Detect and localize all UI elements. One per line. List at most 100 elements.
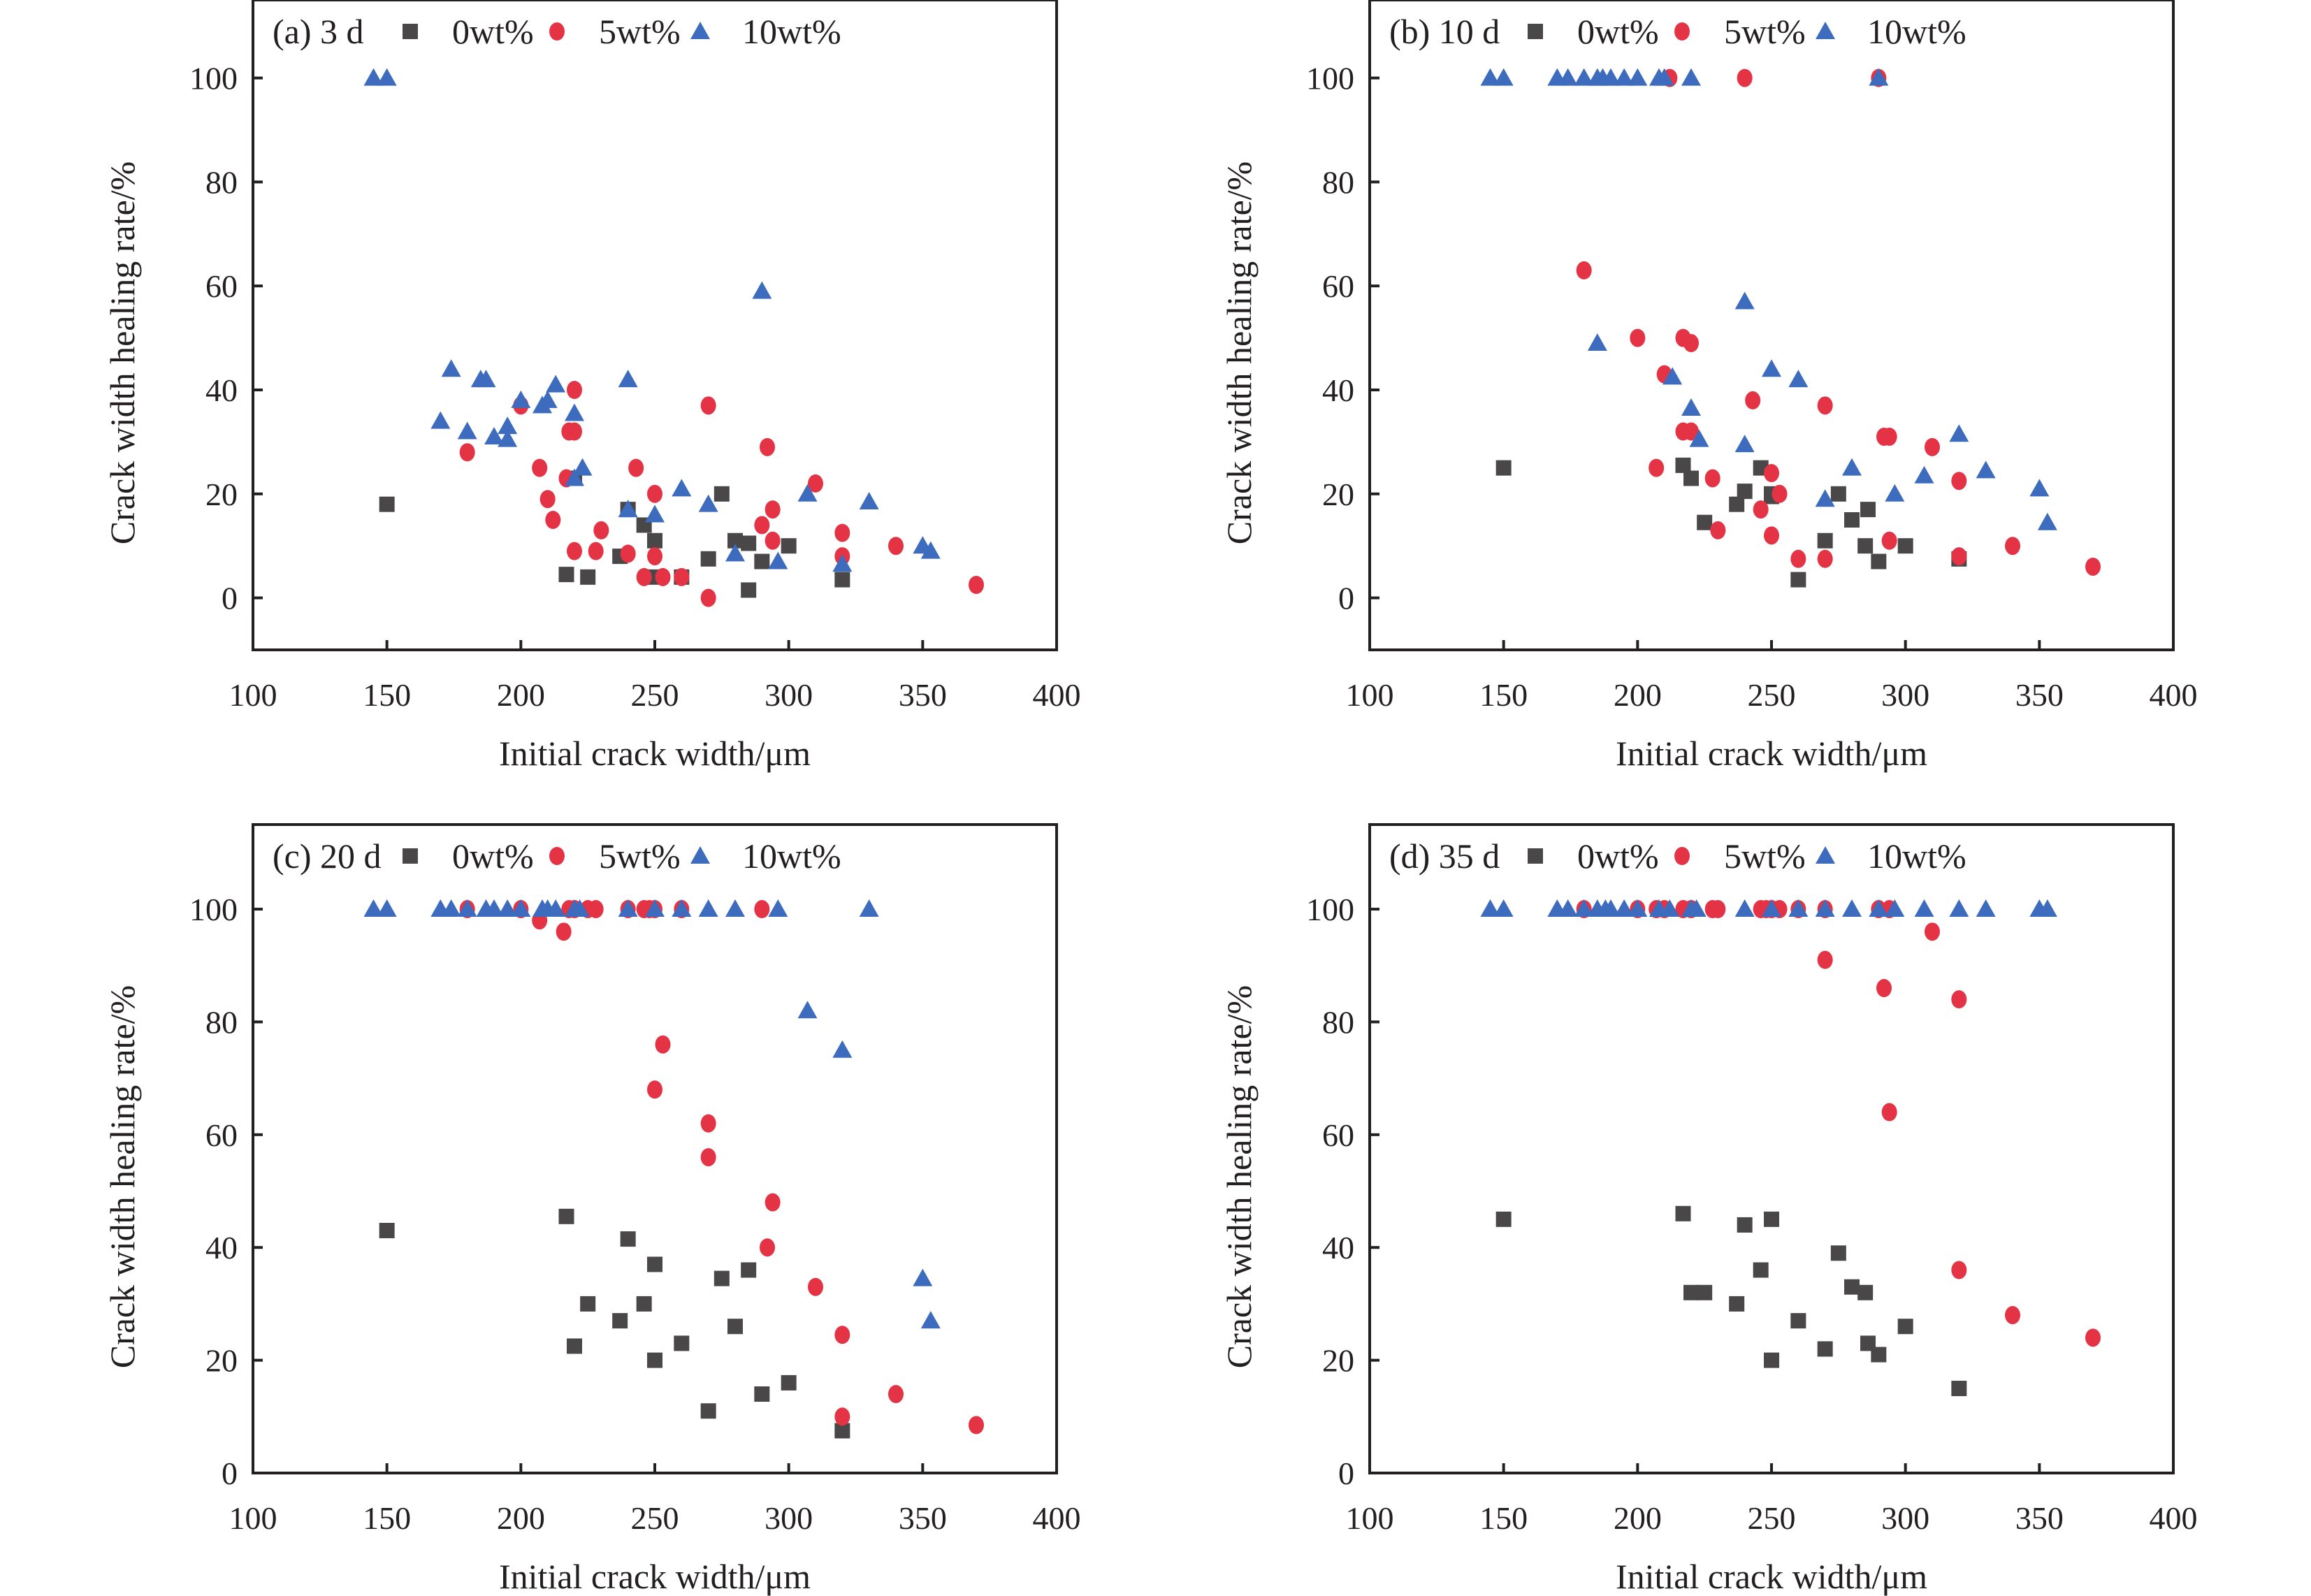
- data-point-5wtpct: [1925, 922, 1940, 941]
- y-tick-label: 100: [1306, 61, 1354, 96]
- data-point-5wtpct: [674, 567, 690, 586]
- data-point-10wtpct: [2037, 512, 2057, 530]
- data-point-10wtpct: [1480, 899, 1500, 917]
- data-point-10wtpct: [363, 899, 384, 917]
- data-point-10wtpct: [859, 491, 879, 509]
- data-point-5wtpct: [760, 1238, 775, 1257]
- legend-marker-0wtpct: [403, 848, 418, 864]
- panel-a: 0 20 40 60 80 100 100 150 200 250 300 350 400 Crack…: [103, 0, 1081, 773]
- legend: (b) 10 d 0wt% 5wt% 10wt%: [1389, 12, 1966, 51]
- y-tick-label: 100: [1306, 892, 1354, 927]
- data-point-5wtpct: [1951, 547, 1967, 566]
- y-tick-label: 80: [205, 164, 238, 200]
- legend-label: 10wt%: [1867, 836, 1966, 876]
- data-point-10wtpct: [1587, 333, 1607, 351]
- data-point-10wtpct: [618, 370, 638, 388]
- data-point-10wtpct: [725, 544, 745, 562]
- legend-marker-5wtpct: [549, 22, 565, 41]
- data-point-0wtpct: [1737, 484, 1753, 500]
- data-point-10wtpct: [1869, 899, 1889, 917]
- data-point-10wtpct: [377, 68, 397, 86]
- panel-label: (b) 10 d: [1389, 12, 1500, 51]
- data-point-5wtpct: [1772, 484, 1788, 503]
- x-axis-title: Initial crack width/μm: [499, 1557, 811, 1596]
- data-point-10wtpct: [1601, 68, 1621, 86]
- data-point-10wtpct: [2037, 899, 2057, 917]
- data-point-0wtpct: [647, 1352, 662, 1368]
- data-point-10wtpct: [1869, 68, 1889, 86]
- data-point-10wtpct: [1662, 367, 1683, 385]
- data-point-5wtpct: [647, 1080, 662, 1099]
- data-point-5wtpct: [1951, 990, 1967, 1009]
- data-point-0wtpct: [834, 572, 850, 588]
- data-point-5wtpct: [1683, 422, 1699, 441]
- panel-b: 0 20 40 60 80 100 100 150 200 250 300 350 400 Crack…: [1219, 0, 2198, 773]
- x-tick-label: 250: [631, 677, 679, 713]
- data-point-10wtpct: [511, 390, 531, 408]
- data-point-10wtpct: [768, 899, 788, 917]
- data-point-10wtpct: [1734, 291, 1755, 310]
- data-point-10wtpct: [498, 899, 518, 917]
- data-point-0wtpct: [1844, 512, 1860, 528]
- legend-label: 5wt%: [1724, 836, 1806, 876]
- data-point-0wtpct: [558, 1208, 574, 1224]
- data-point-10wtpct: [1654, 68, 1674, 86]
- panel-label: (d) 35 d: [1389, 836, 1500, 876]
- y-tick-label: 0: [222, 1456, 238, 1491]
- data-point-10wtpct: [546, 375, 566, 393]
- x-tick-label: 400: [1033, 1500, 1081, 1536]
- data-points: [363, 899, 984, 1439]
- data-point-5wtpct: [628, 458, 644, 477]
- data-point-5wtpct: [545, 511, 561, 529]
- data-point-10wtpct: [1885, 899, 1905, 917]
- data-point-5wtpct: [636, 567, 652, 586]
- y-tick-label: 40: [205, 372, 238, 408]
- data-point-10wtpct: [1628, 899, 1648, 917]
- y-tick-label: 40: [1322, 372, 1354, 408]
- data-point-0wtpct: [1697, 514, 1713, 530]
- data-point-5wtpct: [647, 484, 662, 503]
- data-point-0wtpct: [713, 486, 730, 502]
- data-point-5wtpct: [459, 443, 475, 462]
- data-point-5wtpct: [754, 516, 770, 535]
- legend-label: 0wt%: [452, 12, 534, 51]
- data-point-0wtpct: [1675, 457, 1691, 473]
- y-tick-label: 0: [1338, 1456, 1354, 1491]
- legend-label: 5wt%: [1724, 12, 1806, 51]
- data-point-0wtpct: [741, 535, 757, 551]
- x-ticks: 100 150 200 250 300 350 400: [229, 640, 1081, 713]
- x-ticks: 100 150 200 250 300 350 400: [229, 1463, 1081, 1536]
- legend-label: 0wt%: [1577, 12, 1659, 51]
- x-tick-label: 150: [363, 677, 411, 713]
- data-point-5wtpct: [556, 922, 572, 941]
- x-tick-label: 100: [229, 1500, 277, 1536]
- data-point-10wtpct: [1734, 899, 1755, 917]
- data-point-0wtpct: [636, 1296, 652, 1312]
- legend-marker-0wtpct: [403, 24, 418, 39]
- data-point-5wtpct: [588, 542, 604, 560]
- data-point-10wtpct: [363, 68, 384, 86]
- data-point-0wtpct: [741, 582, 757, 598]
- y-tick-label: 60: [205, 268, 238, 304]
- data-point-5wtpct: [2005, 1306, 2020, 1325]
- data-point-10wtpct: [498, 416, 518, 435]
- x-tick-label: 350: [899, 1500, 947, 1536]
- data-point-0wtpct: [1729, 496, 1745, 512]
- legend-marker-10wtpct: [1816, 22, 1835, 39]
- data-point-0wtpct: [1729, 1296, 1745, 1312]
- data-point-10wtpct: [511, 899, 531, 917]
- panel-c: 0 20 40 60 80 100 100 150 200 250 300 350 400 Crack…: [103, 823, 1081, 1596]
- data-point-0wtpct: [1817, 1341, 1833, 1357]
- data-point-10wtpct: [1815, 899, 1835, 917]
- data-point-5wtpct: [834, 1407, 850, 1426]
- data-point-0wtpct: [1860, 502, 1876, 518]
- y-tick-label: 40: [1322, 1230, 1354, 1265]
- data-point-0wtpct: [700, 551, 716, 567]
- legend-label: 5wt%: [599, 836, 681, 876]
- data-point-5wtpct: [1881, 531, 1897, 550]
- x-tick-label: 400: [1033, 677, 1081, 713]
- y-ticks: 0 20 40 60 80 100: [1306, 892, 1379, 1491]
- data-point-0wtpct: [1844, 1279, 1860, 1295]
- x-tick-label: 100: [1346, 677, 1394, 713]
